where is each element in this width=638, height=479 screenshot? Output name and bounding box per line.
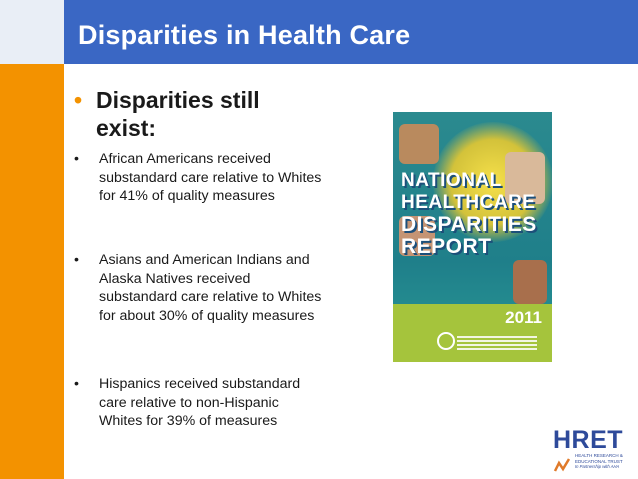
cover-title: NATIONAL HEALTHCARE DISPARITIES REPORT: [401, 170, 549, 258]
logo-line: In Partnership with AHA: [575, 464, 620, 469]
cover-green-band: [393, 304, 552, 362]
slide-content: • Disparities still exist: • African Ame…: [64, 64, 638, 479]
logo-line: EDUCATIONAL TRUST: [575, 458, 623, 464]
sub-bullet-text: African Americans received substandard c…: [99, 151, 322, 204]
left-bar-top: [0, 0, 64, 64]
bullet-dot: •: [74, 252, 79, 268]
slide-title: Disparities in Health Care: [64, 0, 638, 64]
main-bullet-text: Disparities still exist:: [96, 87, 260, 141]
cover-photo: [513, 260, 547, 304]
sub-bullet-3: • Hispanics received substandard care re…: [74, 375, 324, 431]
bullet-dot: •: [74, 87, 83, 113]
sub-bullet-2: • Asians and American Indians and Alaska…: [74, 251, 324, 325]
logo-line: HEALTH RESEARCH &: [575, 453, 623, 458]
accent-bar: [0, 64, 64, 479]
cover-photo: [505, 152, 545, 204]
cover-line: REPORT: [401, 235, 492, 258]
cover-photo: [399, 216, 435, 256]
report-cover-image: NATIONAL HEALTHCARE DISPARITIES REPORT 2…: [393, 112, 552, 362]
cover-line: HEALTHCARE: [401, 192, 536, 213]
hhs-logo-icon: [437, 332, 455, 350]
sub-bullet-1: • African Americans received substandard…: [74, 150, 324, 206]
hret-mark-icon: [553, 458, 571, 472]
cover-line: NATIONAL: [401, 170, 502, 191]
logo-wordmark: HRET: [553, 426, 624, 454]
sub-bullet-text: Hispanics received substandard care rela…: [99, 376, 301, 429]
cover-photo: [399, 124, 439, 164]
bullet-dot: •: [74, 376, 79, 392]
main-bullet: • Disparities still exist:: [74, 86, 314, 142]
hret-logo: HRET HEALTH RESEARCH & EDUCATIONAL TRUST…: [553, 427, 633, 477]
cover-line: DISPARITIES: [401, 213, 537, 236]
sub-bullet-text: Asians and American Indians and Alaska N…: [99, 252, 322, 324]
cover-year: 2011: [505, 308, 542, 327]
bullet-dot: •: [74, 151, 79, 167]
agency-text-lines: [457, 336, 537, 350]
